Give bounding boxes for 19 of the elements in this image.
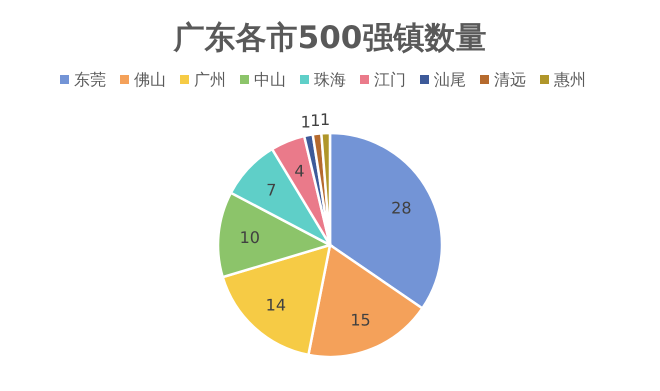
legend-label: 佛山: [134, 70, 166, 89]
legend-label: 东莞: [74, 70, 106, 89]
data-label: 7: [266, 180, 276, 200]
data-label: 1: [320, 110, 330, 130]
data-label: 28: [391, 198, 412, 218]
legend-label: 清远: [494, 70, 526, 89]
legend-label: 汕尾: [434, 70, 466, 89]
legend-label: 广州: [194, 70, 226, 89]
chart-title: 广东各市500强镇数量: [172, 20, 486, 56]
legend-label: 珠海: [314, 70, 346, 89]
data-label: 14: [266, 296, 286, 315]
data-label: 10: [240, 228, 260, 248]
data-label: 1: [300, 112, 311, 132]
data-label: 1: [310, 110, 320, 130]
legend-label: 江门: [374, 70, 406, 89]
legend-label: 惠州: [553, 70, 586, 89]
data-label: 15: [350, 310, 371, 330]
legend-label: 中山: [254, 70, 286, 89]
data-label: 4: [294, 161, 305, 180]
